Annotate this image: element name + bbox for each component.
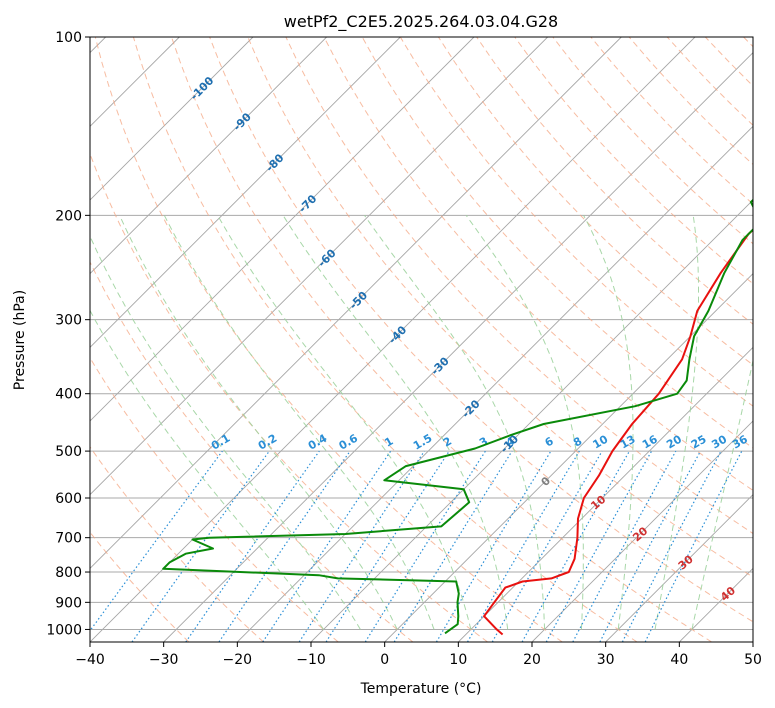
moist-adiabat-line [465, 215, 584, 630]
x-tick-label: 20 [523, 652, 541, 668]
mixing-ratio-line [131, 450, 270, 642]
moist-adiabat-line [691, 358, 753, 630]
x-tick-label: −40 [75, 652, 105, 668]
moist-adiabat-line [217, 215, 472, 630]
x-tick-label: 40 [670, 652, 688, 668]
x-tick-label: 0 [380, 652, 389, 668]
mixing-ratio-line [298, 450, 425, 642]
isotherm-line [163, 52, 753, 642]
moist-adiabat-line [90, 309, 324, 630]
mixing-ratio-line [393, 450, 513, 642]
mixing-ratio-line [90, 450, 223, 632]
isotherm-line [237, 125, 753, 642]
isotherm-line [90, 37, 696, 642]
dry-adiabat-line [209, 37, 753, 623]
dry-adiabat-line [247, 37, 753, 578]
x-axis-ticks: −40 −30 −20 −10 0 10 20 30 40 50 [75, 642, 762, 668]
mixing-ratio-line [218, 450, 351, 642]
y-tick-label: 800 [55, 565, 82, 581]
isotherm-line [90, 37, 401, 348]
dry-adiabat-line [171, 37, 712, 642]
mixing-ratio-line [521, 450, 631, 642]
x-tick-label: −30 [149, 652, 179, 668]
moist-adiabat-line [163, 215, 435, 630]
isotherm-line [384, 273, 753, 642]
y-tick-label: 300 [55, 313, 82, 329]
chart-title: wetPf2_C2E5.2025.264.03.04.G28 [284, 12, 558, 32]
dewpoint-trace [162, 198, 753, 635]
dry-adiabat-line [90, 260, 414, 642]
dry-adiabat-line [90, 446, 264, 642]
x-tick-label: 10 [449, 652, 467, 668]
x-axis-label: Temperature (°C) [360, 681, 482, 697]
isotherm-line [90, 37, 548, 496]
x-tick-label: −10 [296, 652, 326, 668]
isotherm-line [458, 346, 753, 642]
dry-adiabat-line [514, 37, 753, 285]
moist-adiabat-line [282, 215, 509, 630]
y-tick-label: 900 [55, 595, 82, 611]
dry-adiabat-line [132, 37, 638, 642]
temperature-trace [483, 228, 753, 636]
sounding-traces [162, 198, 753, 636]
mixing-ratio-line [185, 450, 320, 642]
y-axis-label: Pressure (hPa) [12, 290, 28, 390]
dry-adiabat-line [90, 356, 339, 642]
isotherm-line [90, 37, 254, 201]
isotherm-line [531, 420, 753, 642]
background-lines [90, 37, 753, 642]
x-tick-label: −20 [223, 652, 253, 668]
isotherm-line [90, 37, 622, 569]
moist-adiabat-line [583, 215, 634, 630]
dry-adiabat-line [94, 37, 563, 642]
y-tick-label: 100 [55, 30, 82, 46]
plot-frame [89, 36, 754, 643]
y-tick-label: 500 [55, 444, 82, 460]
moist-adiabat-line [654, 215, 699, 630]
mixing-ratio-labels: 0.1 0.2 0.4 0.6 1 1.5 2 3 4 6 8 10 13 16 20 25 30 36 [209, 431, 750, 452]
mixing-ratio-line [644, 450, 743, 642]
moist-adiabat-line [364, 215, 546, 630]
y-tick-label: 400 [55, 387, 82, 403]
x-tick-label: 30 [597, 652, 615, 668]
moist-adiabat-line [119, 215, 398, 630]
isotherm-line [90, 37, 475, 422]
mixing-ratio-line [572, 450, 677, 642]
dry-adiabat-line [476, 37, 753, 325]
mixing-ratio-line [262, 450, 392, 642]
dry-adiabat-line [323, 37, 753, 491]
y-tick-label: 1000 [46, 622, 82, 638]
x-tick-label: 50 [744, 652, 762, 668]
y-axis-ticks: 100 200 300 400 500 600 700 800 900 1000 [46, 30, 90, 638]
mixing-ratio-line [545, 450, 653, 642]
dry-adiabat-line [285, 37, 753, 535]
isotherm-line [605, 494, 753, 642]
mixing-ratio-line [325, 450, 450, 642]
y-tick-label: 200 [55, 208, 82, 224]
isotherm-line [90, 37, 327, 275]
y-tick-label: 600 [55, 491, 82, 507]
y-tick-label: 700 [55, 531, 82, 547]
moist-adiabat-line [90, 235, 361, 630]
